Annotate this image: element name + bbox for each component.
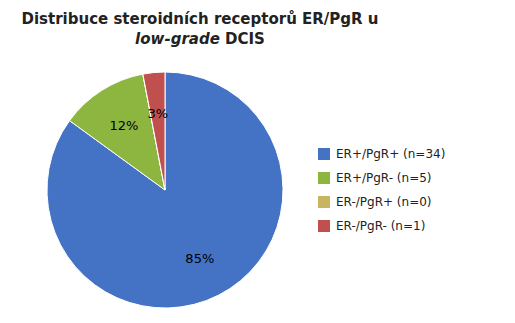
data-labels: 85% 12% 3%	[109, 106, 214, 266]
legend-swatch	[318, 148, 330, 160]
chart: Distribuce steroidních receptorů ER/PgR …	[0, 0, 515, 323]
legend-label: ER+/PgR- (n=5)	[336, 171, 432, 185]
background	[0, 0, 515, 323]
legend-label: ER+/PgR+ (n=34)	[336, 147, 445, 161]
legend-label: ER-/PgR- (n=1)	[336, 219, 425, 233]
subtitle-part: low-grade	[135, 30, 220, 48]
legend: ER+/PgR+ (n=34) ER+/PgR- (n=5) ER-/PgR+ (n…	[318, 147, 445, 233]
legend-swatch	[318, 220, 330, 232]
legend-label: ER-/PgR+ (n=0)	[336, 195, 432, 209]
pie-slice	[143, 72, 165, 190]
pie-slice	[47, 72, 283, 308]
subtitle: low-grade DCIS	[135, 30, 265, 48]
subtitle-part: DCIS	[220, 30, 265, 48]
data-label: 85%	[185, 251, 214, 266]
pie	[47, 72, 283, 308]
legend-swatch	[318, 196, 330, 208]
title: Distribuce steroidních receptorů ER/PgR …	[21, 10, 378, 28]
legend-swatch	[318, 172, 330, 184]
data-label: 12%	[109, 118, 138, 133]
data-label: 3%	[147, 106, 168, 121]
